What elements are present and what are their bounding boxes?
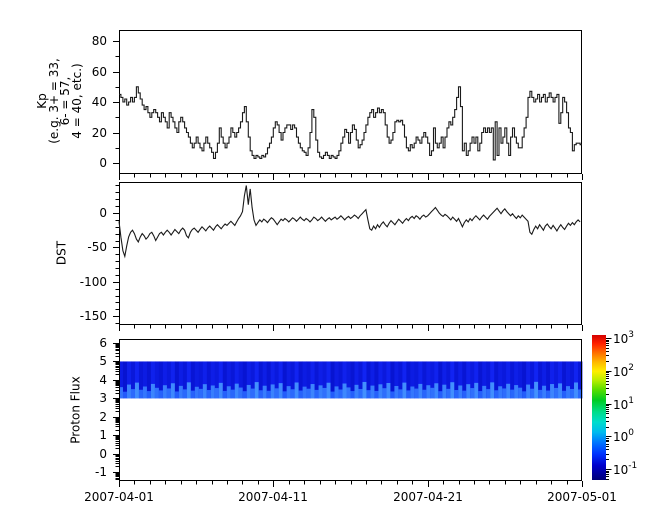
x-axis-ticks bbox=[119, 174, 583, 487]
x-tick-label-date: 2007-05-01 bbox=[547, 490, 617, 504]
x-tick-label-date: 2007-04-11 bbox=[238, 490, 308, 504]
y-tick-label: -50 bbox=[87, 240, 107, 255]
kp-series bbox=[119, 86, 582, 161]
colorbar-tick-label: 101 bbox=[613, 395, 635, 412]
y-tick-label: 20 bbox=[91, 125, 107, 140]
colorbar-ticks bbox=[606, 338, 612, 480]
kp-panel-box bbox=[119, 30, 582, 174]
y-axis-ticks bbox=[113, 41, 119, 164]
proton-panel-box bbox=[119, 339, 582, 481]
y-tick-label: 60 bbox=[91, 64, 107, 79]
y-tick-label: 2 bbox=[99, 409, 107, 424]
y-tick-label: 80 bbox=[91, 34, 107, 48]
y-tick-label: -1 bbox=[95, 465, 107, 480]
proton-flux-band bbox=[119, 361, 583, 399]
x-tick-label-date: 2007-04-01 bbox=[84, 490, 154, 504]
y-tick-label: -100 bbox=[79, 274, 107, 289]
colorbar-tick-label: 102 bbox=[613, 362, 635, 379]
y-tick-label: 3 bbox=[99, 391, 107, 406]
dst-series bbox=[118, 185, 581, 259]
y-tick-label: 4 bbox=[99, 372, 107, 387]
y-tick-label: 40 bbox=[91, 95, 107, 109]
y-tick-label: 0 bbox=[99, 446, 107, 461]
y-axis-ticks bbox=[113, 343, 119, 480]
x-tick-label-date: 2007-04-21 bbox=[393, 490, 463, 504]
y-tick-label: 0 bbox=[99, 156, 107, 170]
colorbar-tick-label: 100 bbox=[613, 428, 635, 445]
colorbar-tick-label: 10-1 bbox=[613, 461, 638, 478]
colorbar-tick-label: 103 bbox=[613, 330, 635, 346]
y-axis-ticks bbox=[113, 185, 119, 324]
y-tick-label: 6 bbox=[99, 336, 107, 351]
dst-panel-box bbox=[119, 182, 582, 325]
y-tick-label: 1 bbox=[99, 428, 107, 443]
y-tick-label: 5 bbox=[99, 354, 107, 369]
y-tick-label: 0 bbox=[99, 206, 107, 220]
y-tick-label: -150 bbox=[79, 309, 107, 324]
colorbar bbox=[592, 335, 606, 480]
